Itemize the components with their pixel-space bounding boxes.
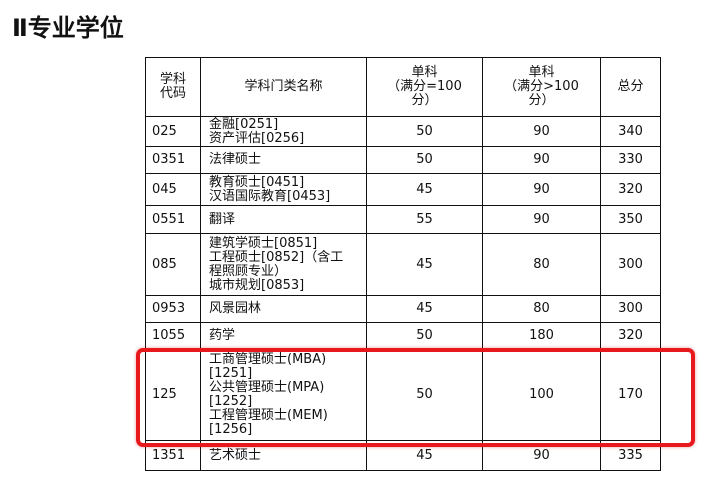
table-row: 085 建筑学硕士[0851] 工程硕士[0852]（含工 程照顾专业） 城市规划… <box>145 233 661 296</box>
row-name: 工商管理硕士(MBA) [1251] 公共管理硕士(MPA) [1252] 工程… <box>200 349 367 441</box>
row-code: 025 <box>145 116 201 147</box>
table-row: 1055 药学 50 180 320 <box>145 322 661 350</box>
row-code: 0351 <box>145 146 201 174</box>
header-name: 学科门类名称 <box>200 57 367 117</box>
row-single-over-100: 80 <box>482 233 601 296</box>
row-name: 金融[0251] 资产评估[0256] <box>200 116 367 147</box>
row-single-100: 45 <box>366 233 483 296</box>
header-total: 总分 <box>600 57 661 117</box>
row-single-over-100: 90 <box>482 205 601 234</box>
table-row: 045 教育硕士[0451] 汉语国际教育[0453] 45 90 320 <box>145 173 661 206</box>
row-name: 教育硕士[0451] 汉语国际教育[0453] <box>200 173 367 206</box>
row-total: 320 <box>600 322 661 350</box>
row-code: 0953 <box>145 295 201 323</box>
row-code: 0551 <box>145 205 201 234</box>
row-single-over-100: 100 <box>482 349 601 441</box>
row-single-100: 50 <box>366 322 483 350</box>
table-row: 025 金融[0251] 资产评估[0256] 50 90 340 <box>145 116 661 147</box>
header-row: 学科 代码 学科门类名称 单科 （满分=100 分） 单科 （满分>100 分）… <box>145 57 661 117</box>
row-code: 085 <box>145 233 201 296</box>
row-total: 300 <box>600 233 661 296</box>
row-single-over-100: 180 <box>482 322 601 350</box>
row-single-100: 50 <box>366 146 483 174</box>
header-single-100: 单科 （满分=100 分） <box>366 57 483 117</box>
row-single-over-100: 80 <box>482 295 601 323</box>
row-single-100: 50 <box>366 116 483 147</box>
row-code: 1055 <box>145 322 201 350</box>
table-row: 0351 法律硕士 50 90 330 <box>145 146 661 174</box>
table-row: 0551 翻译 55 90 350 <box>145 205 661 234</box>
row-name: 翻译 <box>200 205 367 234</box>
row-single-over-100: 90 <box>482 146 601 174</box>
row-total: 320 <box>600 173 661 206</box>
row-total: 340 <box>600 116 661 147</box>
row-name: 风景园林 <box>200 295 367 323</box>
header-code: 学科 代码 <box>145 57 201 117</box>
row-total: 330 <box>600 146 661 174</box>
row-code: 045 <box>145 173 201 206</box>
highlight-box <box>136 348 695 447</box>
row-name: 法律硕士 <box>200 146 367 174</box>
row-single-100: 55 <box>366 205 483 234</box>
row-name: 药学 <box>200 322 367 350</box>
row-single-100: 45 <box>366 173 483 206</box>
row-single-over-100: 90 <box>482 173 601 206</box>
row-single-100: 45 <box>366 295 483 323</box>
header-single-over-100: 单科 （满分>100 分） <box>482 57 601 117</box>
row-total: 350 <box>600 205 661 234</box>
row-total: 300 <box>600 295 661 323</box>
section-title: Ⅱ专业学位 <box>12 14 124 42</box>
table-row: 125 工商管理硕士(MBA) [1251] 公共管理硕士(MPA) [1252]… <box>145 349 661 441</box>
row-single-over-100: 90 <box>482 116 601 147</box>
row-name: 建筑学硕士[0851] 工程硕士[0852]（含工 程照顾专业） 城市规划[08… <box>200 233 367 296</box>
table-row: 0953 风景园林 45 80 300 <box>145 295 661 323</box>
